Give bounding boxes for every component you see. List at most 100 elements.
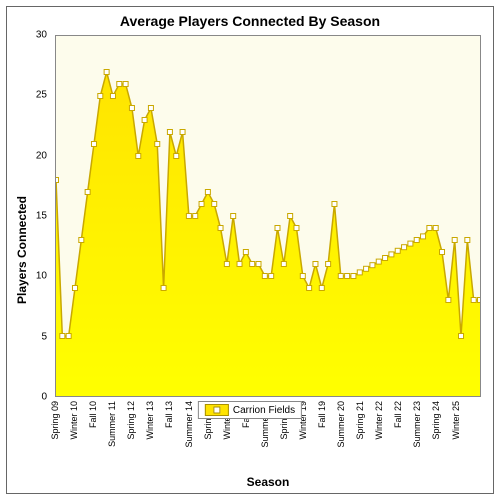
- data-marker: [421, 234, 426, 239]
- data-marker: [218, 226, 223, 231]
- data-marker: [186, 214, 191, 219]
- chart-frame: Average Players Connected By Season Play…: [6, 6, 494, 494]
- data-marker: [110, 94, 115, 99]
- data-marker: [427, 226, 432, 231]
- y-tick: 30: [36, 30, 47, 41]
- x-tick: Spring 21: [355, 401, 365, 440]
- x-tick: Fall 19: [317, 401, 327, 428]
- data-marker: [123, 82, 128, 87]
- data-marker: [85, 190, 90, 195]
- data-marker: [345, 274, 350, 279]
- data-marker: [155, 142, 160, 147]
- data-marker: [91, 142, 96, 147]
- y-tick: 0: [41, 392, 47, 403]
- x-tick: Winter 22: [374, 401, 384, 440]
- y-tick: 20: [36, 150, 47, 161]
- data-marker: [326, 262, 331, 267]
- data-marker: [117, 82, 122, 87]
- data-marker: [79, 238, 84, 243]
- data-marker: [389, 252, 394, 257]
- data-marker: [98, 94, 103, 99]
- data-marker: [72, 286, 77, 291]
- data-marker: [212, 202, 217, 207]
- data-marker: [104, 70, 109, 75]
- x-tick: Winter 10: [69, 401, 79, 440]
- y-tick: 25: [36, 90, 47, 101]
- data-marker: [414, 238, 419, 243]
- data-marker: [459, 334, 464, 339]
- x-tick: Fall 10: [88, 401, 98, 428]
- x-tick: Winter 25: [451, 401, 461, 440]
- data-marker: [231, 214, 236, 219]
- data-marker: [465, 238, 470, 243]
- data-marker: [167, 130, 172, 135]
- legend-swatch: [205, 404, 229, 416]
- data-marker: [338, 274, 343, 279]
- data-marker: [161, 286, 166, 291]
- data-marker: [256, 262, 261, 267]
- x-tick: Summer 20: [336, 401, 346, 448]
- data-marker: [243, 250, 248, 255]
- data-marker: [250, 262, 255, 267]
- plot-area: [55, 35, 481, 397]
- x-tick: Summer 23: [412, 401, 422, 448]
- data-marker: [199, 202, 204, 207]
- data-marker: [129, 106, 134, 111]
- chart-title: Average Players Connected By Season: [7, 7, 493, 31]
- y-tick: 15: [36, 211, 47, 222]
- x-tick: Spring 24: [431, 401, 441, 440]
- data-marker: [395, 248, 400, 253]
- data-marker: [66, 334, 71, 339]
- x-tick: Summer 14: [184, 401, 194, 448]
- area-fill: [56, 72, 480, 396]
- data-marker: [452, 238, 457, 243]
- data-marker: [56, 178, 59, 183]
- data-marker: [383, 256, 388, 261]
- x-tick: Spring 12: [126, 401, 136, 440]
- data-marker: [408, 241, 413, 246]
- y-tick: 10: [36, 271, 47, 282]
- data-marker: [174, 154, 179, 159]
- x-tick: Summer 11: [107, 401, 117, 447]
- data-marker: [370, 263, 375, 268]
- x-tick: Winter 13: [145, 401, 155, 440]
- data-marker: [446, 298, 451, 303]
- data-marker: [433, 226, 438, 231]
- data-marker: [224, 262, 229, 267]
- data-marker: [142, 118, 147, 123]
- data-marker: [275, 226, 280, 231]
- x-tick: Fall 22: [393, 401, 403, 428]
- legend-label: Carrion Fields: [233, 405, 295, 416]
- data-marker: [281, 262, 286, 267]
- data-marker: [193, 214, 198, 219]
- data-marker: [471, 298, 476, 303]
- data-marker: [357, 270, 362, 275]
- data-marker: [148, 106, 153, 111]
- y-tick: 5: [41, 331, 47, 342]
- data-marker: [294, 226, 299, 231]
- x-tick: Fall 13: [164, 401, 174, 428]
- chart-container: Average Players Connected By Season Play…: [0, 0, 500, 500]
- data-marker: [60, 334, 65, 339]
- data-marker: [319, 286, 324, 291]
- data-marker: [136, 154, 141, 159]
- legend: Carrion Fields: [198, 401, 302, 419]
- data-marker: [180, 130, 185, 135]
- data-marker: [237, 262, 242, 267]
- data-marker: [376, 259, 381, 264]
- data-marker: [313, 262, 318, 267]
- x-tick: Spring 09: [50, 401, 60, 440]
- data-marker: [351, 274, 356, 279]
- data-marker: [364, 266, 369, 271]
- data-marker: [402, 245, 407, 250]
- data-marker: [332, 202, 337, 207]
- data-marker: [300, 274, 305, 279]
- chart-svg: [56, 36, 480, 396]
- data-marker: [478, 298, 481, 303]
- data-marker: [262, 274, 267, 279]
- data-marker: [440, 250, 445, 255]
- data-marker: [288, 214, 293, 219]
- data-marker: [269, 274, 274, 279]
- x-axis-label: Season: [55, 475, 481, 489]
- data-marker: [205, 190, 210, 195]
